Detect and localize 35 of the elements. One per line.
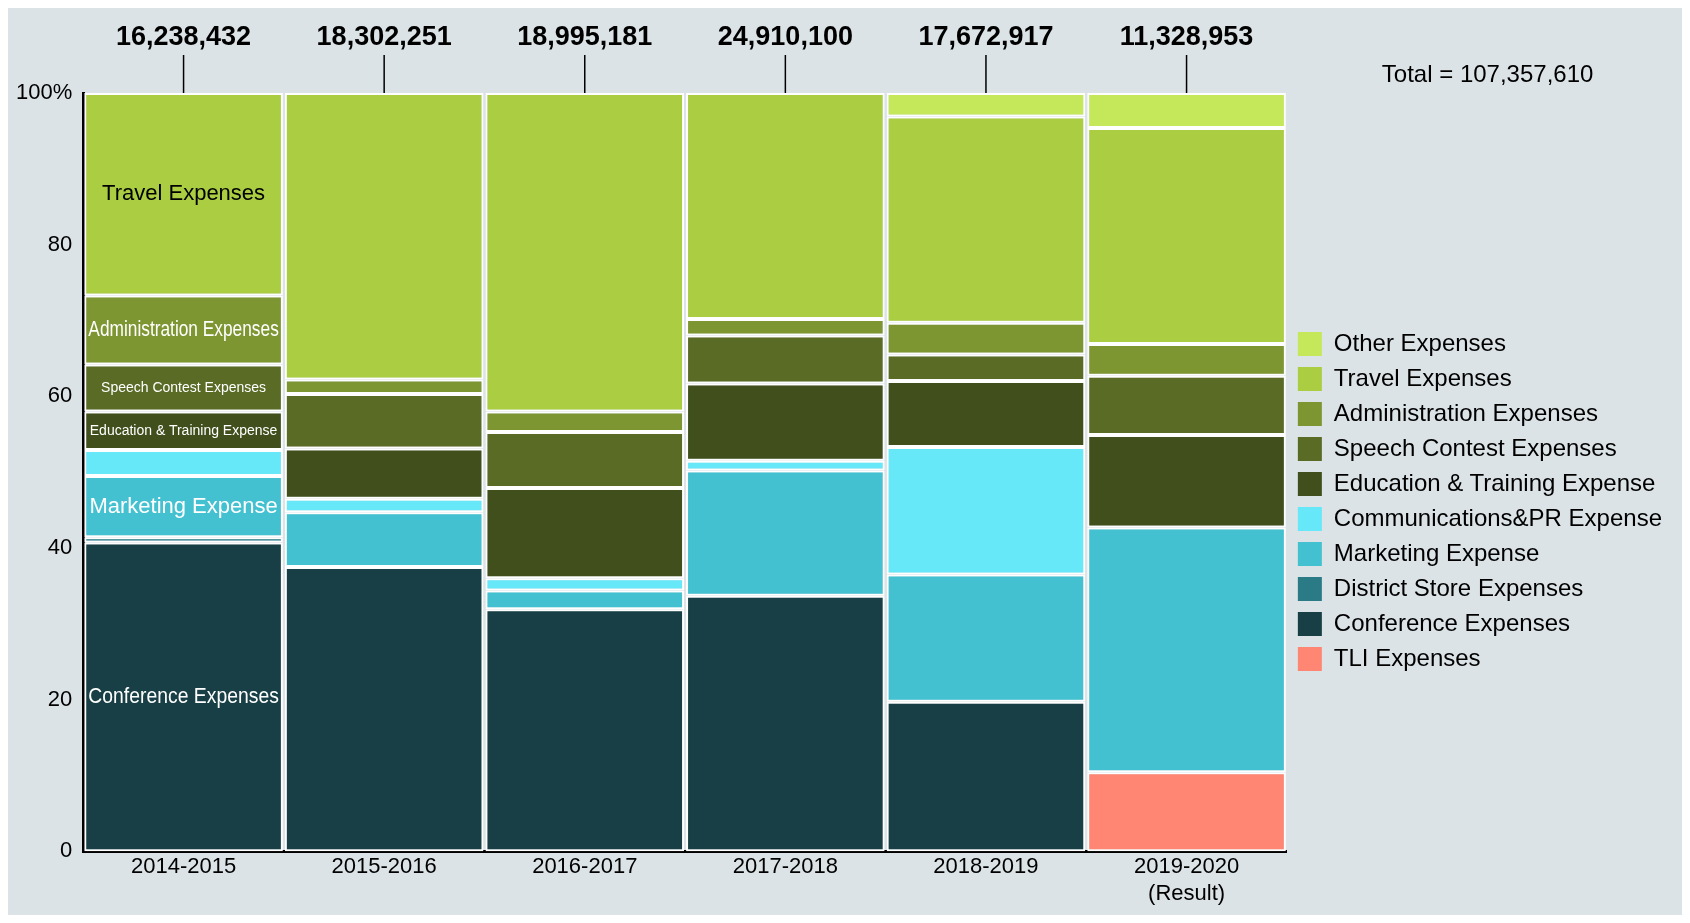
text: Conference Expenses <box>88 682 279 708</box>
y-tick-label: 100% <box>15 79 73 105</box>
y-tick-label: 80 <box>47 230 73 256</box>
legend-label: TLI Expenses <box>1333 643 1481 671</box>
legend-label: Speech Contest Expenses <box>1333 433 1617 461</box>
annotation: 16,238,432 <box>116 20 252 51</box>
annotation: 24,910,100 <box>717 20 853 51</box>
legend-label: Education & Training Expense <box>1333 468 1656 496</box>
x-tick-label: 2015-2016 <box>331 853 437 879</box>
legend-label: District Store Expenses <box>1333 573 1584 601</box>
text: Speech Contest Expenses <box>101 378 267 395</box>
y-tick-label: 40 <box>47 533 73 559</box>
annotation: 11,328,953 <box>1119 20 1254 51</box>
y-tick-label: 20 <box>47 685 73 711</box>
x-tick-label: 2019-2020 (Result) <box>1133 853 1240 905</box>
annotation: 17,672,917 <box>918 20 1054 51</box>
y-tick-label: 60 <box>47 382 73 408</box>
text: Travel Expenses <box>102 180 266 206</box>
annotation: 18,302,251 <box>316 20 452 51</box>
legend-label: Conference Expenses <box>1333 608 1571 636</box>
legend-label: Communications&PR Expense <box>1333 503 1663 531</box>
annotation: 18,995,181 <box>517 20 653 51</box>
x-tick-label: 2018-2019 <box>933 853 1039 879</box>
legend-label: Marketing Expense <box>1333 538 1540 566</box>
x-tick-label: 2016-2017 <box>532 853 638 879</box>
text: Education & Training Expense <box>89 421 278 438</box>
x-tick-label: 2014-2015 <box>130 853 237 879</box>
legend-label: Other Expenses <box>1333 328 1506 356</box>
text: Administration Expenses <box>88 316 279 341</box>
x-tick-label: 2017-2018 <box>732 853 838 879</box>
y-tick-label: 0 <box>60 837 73 863</box>
text: Marketing Expense <box>89 492 278 518</box>
legend-label: Travel Expenses <box>1333 363 1512 391</box>
text: Total = 107,357,610 <box>1381 59 1594 87</box>
legend-label: Administration Expenses <box>1333 398 1598 426</box>
